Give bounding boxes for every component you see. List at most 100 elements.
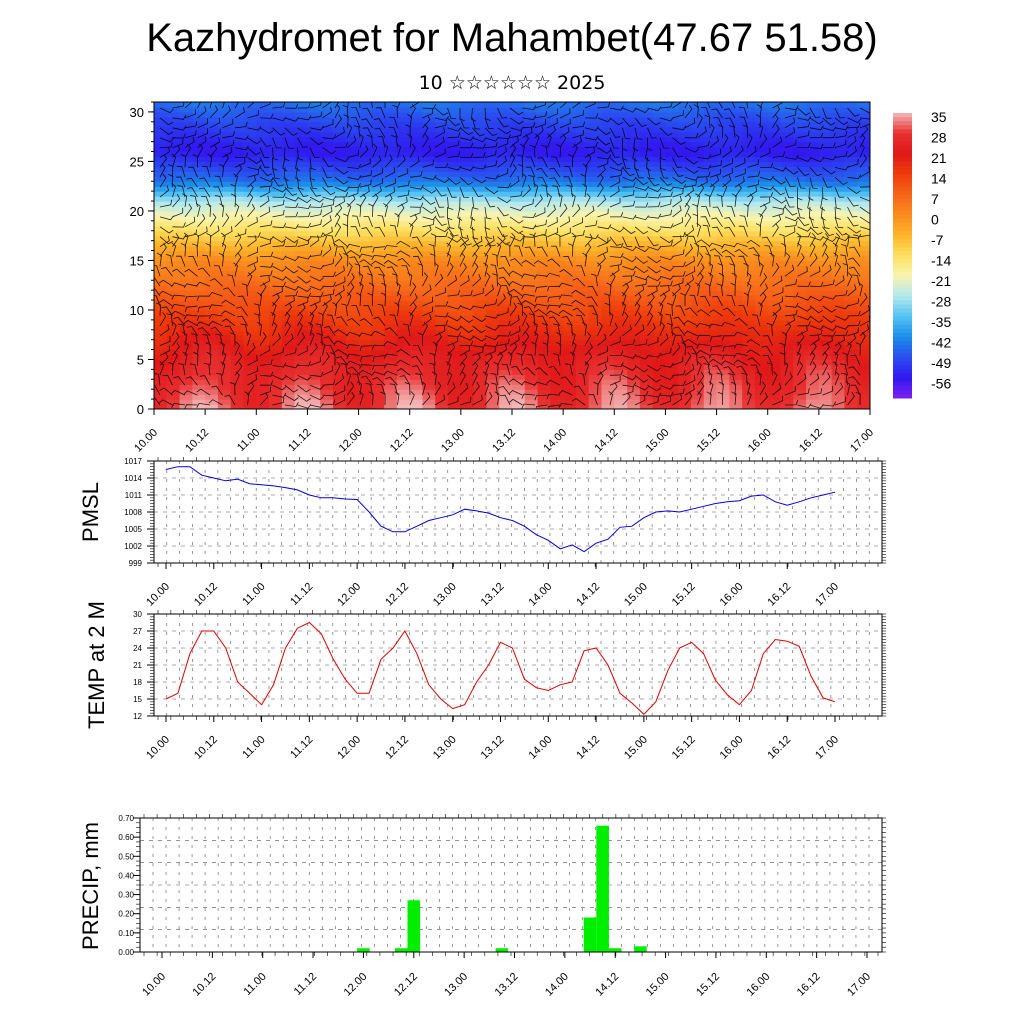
y-tick-label: 30 [133,610,142,619]
x-tick-label: 12.00 [337,427,365,455]
panel-y-label: PRECIP, mm [78,822,103,950]
x-tick-label: 10.12 [183,427,211,455]
x-tick-label: 15.00 [644,971,672,999]
x-tick-label: 13.00 [431,734,459,762]
colorbar-bin [893,202,912,208]
colorbar-bin [893,275,912,281]
colorbar-label: -21 [931,273,951,289]
colorbar-bin [893,304,912,309]
colorbar-bin [893,251,912,256]
colorbar-bin [893,279,912,285]
x-tick-label: 10.12 [191,971,219,999]
precip-bar [634,946,647,952]
precip-bar [596,825,609,952]
x-tick-label: 15.12 [694,971,722,999]
colorbar-bin [893,324,912,330]
y-tick-label: 20 [130,204,144,219]
x-tick-label: 16.00 [744,971,772,999]
precip-bar [407,900,421,952]
colorbar-bin [893,243,912,248]
colorbar-label: -56 [931,376,951,392]
x-tick-label: 13.00 [431,581,459,609]
x-tick-label: 11.12 [292,971,319,998]
colorbar-bin [893,121,912,126]
x-tick-label: 11.00 [241,971,268,998]
x-tick-label: 13.12 [490,427,518,455]
colorbar-bin [893,165,912,171]
colorbar-bin [893,198,912,204]
colorbar-label: 14 [931,171,947,187]
colorbar-bin [893,316,912,322]
x-tick-label: 16.12 [765,581,793,609]
colorbar-bin [893,227,912,232]
y-tick-label: 0.50 [118,852,134,861]
x-tick-label: 17.00 [813,734,841,762]
colorbar-bin [893,393,912,399]
grid [154,477,882,564]
x-tick-label: 10.00 [132,427,160,455]
x-tick-label: 10.00 [140,971,168,999]
x-tick-label: 11.12 [288,581,315,608]
x-tick-label: 14.00 [526,581,554,609]
colorbar-bin [893,235,912,240]
colorbar-bin [893,178,912,183]
precip-bar [495,948,509,952]
x-tick-label: 16.12 [795,971,823,999]
colorbar-bin [893,389,912,395]
chart-title: Kazhydromet for Mahambet(47.67 51.58) [146,16,878,60]
colorbar-label: -42 [931,335,951,351]
x-tick-label: 12.12 [383,581,411,609]
colorbar-bin [893,161,912,167]
x-tick-label: 14.00 [541,427,569,455]
colorbar-bin [893,357,912,362]
x-tick-label: 15.12 [695,427,723,455]
grid [140,840,882,953]
colorbar-bin [893,332,912,338]
colorbar-bin [893,174,912,179]
colorbar-bin [893,141,912,147]
x-tick-label: 14.12 [592,427,620,455]
colorbar-bin [893,373,912,379]
y-tick-label: 10 [130,303,144,318]
colorbar-bin [893,341,912,346]
colorbar-bin [893,361,912,366]
wind-barbs [154,102,870,409]
colorbar-label: -14 [931,253,951,269]
colorbar-bin [893,381,912,387]
x-tick-label: 11.00 [240,734,267,761]
x-tick-label: 13.12 [479,581,507,609]
panel-frame [139,817,883,953]
y-tick-label: 0.10 [118,929,134,938]
y-tick-label: 21 [133,661,142,670]
colorbar-bin [893,214,912,220]
colorbar-label: -49 [931,355,951,371]
y-tick-label: 1002 [124,542,142,551]
colorbar-label: -7 [931,232,944,248]
y-tick-label: 1011 [125,491,143,500]
colorbar-bin [893,288,912,293]
y-tick-label: 0.20 [118,910,134,919]
colorbar-bin [893,353,912,358]
colorbar-bin [893,133,912,138]
x-tick-label: 13.12 [479,734,507,762]
x-tick-label: 16.12 [765,734,793,762]
colorbar-label: 35 [931,109,947,125]
x-tick-label: 10.00 [144,581,172,609]
colorbar-bin [893,263,912,269]
temperature-line [165,621,836,716]
colorbar-bin [893,125,912,130]
colorbar-bin [893,153,912,159]
y-tick-label: 0.30 [118,891,134,900]
colorbar-bin [893,129,912,134]
colorbar-bin [893,377,912,383]
colorbar-bin [893,170,912,175]
colorbar-bin [893,255,912,261]
x-tick-label: 15.00 [644,427,672,455]
x-tick-label: 17.00 [813,581,841,609]
x-tick-label: 14.12 [574,581,602,609]
x-tick-label: 15.12 [670,581,698,609]
x-tick-label: 12.12 [392,971,420,999]
y-tick-label: 0.40 [118,871,134,880]
colorbar-bin [893,336,912,342]
